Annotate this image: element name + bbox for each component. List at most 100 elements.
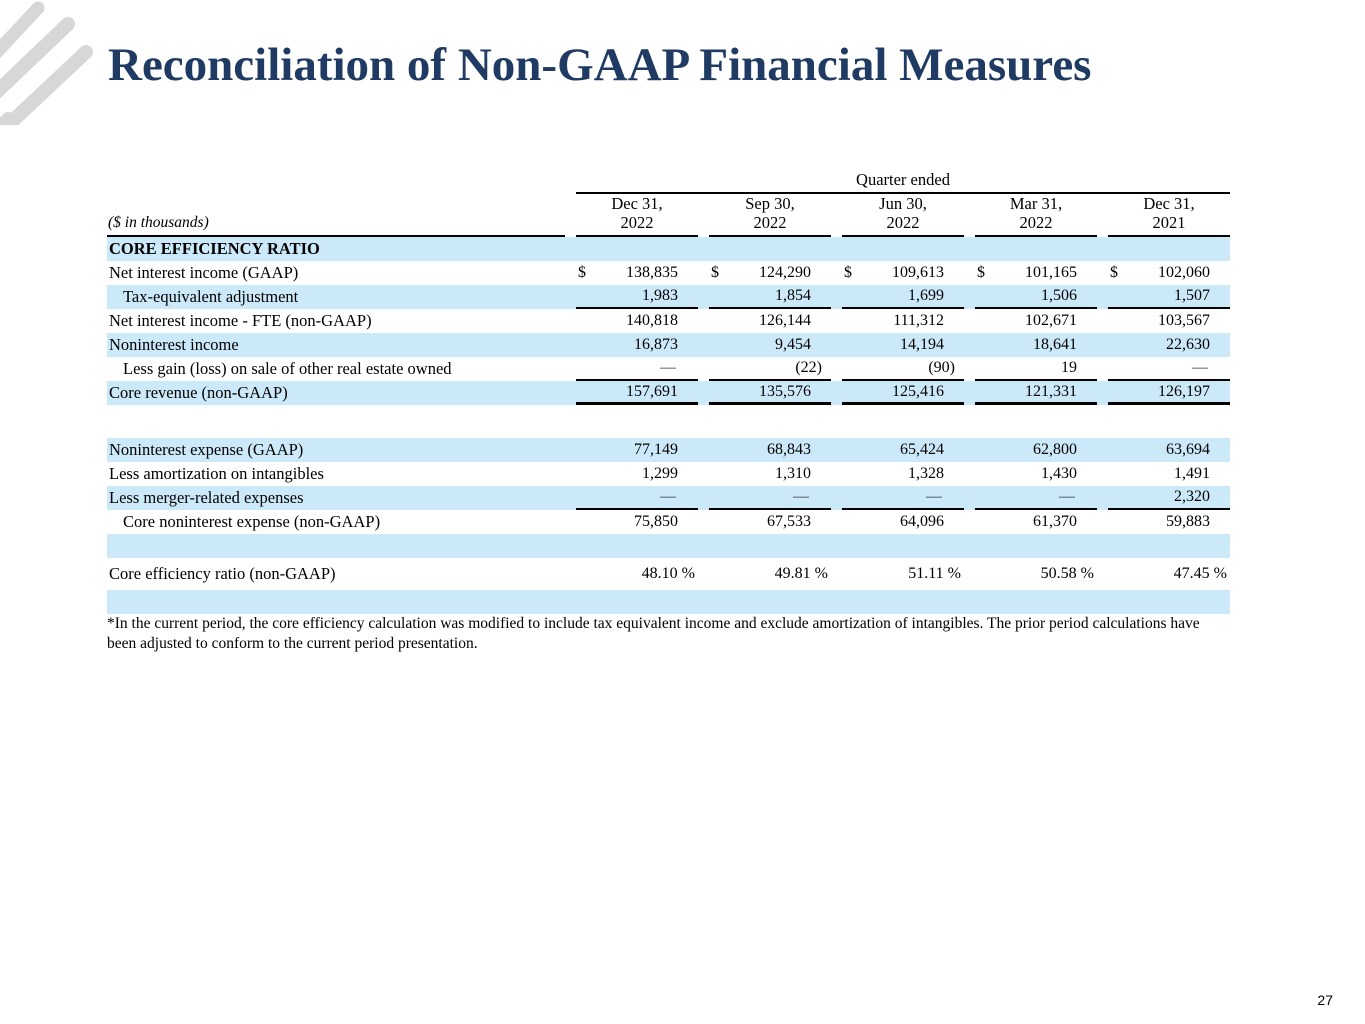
reconciliation-table: Quarter ended ($ in thousands) Dec 31, 20… (107, 170, 1230, 614)
value-cell: $102,060 (1108, 261, 1230, 285)
cell-value: 1,854 (775, 287, 811, 304)
column-header: Dec 31, 2022 (576, 193, 698, 237)
cell-value: 126,197 (1158, 382, 1210, 400)
value-cell: — (975, 486, 1097, 510)
value-cell: 68,843 (709, 438, 831, 462)
cell-value: 50.58 % (1040, 565, 1094, 582)
cell-value: — (926, 488, 942, 505)
column-header-line: 2022 (620, 213, 654, 232)
column-header-line: 2021 (1152, 213, 1186, 232)
cell-value: 64,096 (900, 513, 944, 530)
table-row: Core revenue (non-GAAP) 157,691 135,576 125… (107, 381, 1230, 405)
column-header-line: Jun 30, (879, 194, 927, 213)
cell-value: 68,843 (767, 441, 811, 458)
value-cell: $101,165 (975, 261, 1097, 285)
value-cell: 19 (975, 357, 1097, 381)
cell-value: 77,149 (634, 441, 678, 458)
cell-value: 126,144 (759, 312, 811, 329)
row-label: CORE EFFICIENCY RATIO (109, 239, 320, 258)
value-cell: 140,818 (576, 309, 698, 333)
footnote: *In the current period, the core efficie… (107, 615, 1200, 652)
value-cell: 51.11 % (842, 558, 964, 590)
company-logo-stripes-icon (0, 1, 93, 125)
cell-value: 67,533 (767, 513, 811, 530)
value-cell: 1,328 (842, 462, 964, 486)
cell-value: — (1192, 359, 1208, 376)
value-cell: — (576, 486, 698, 510)
value-cell: 63,694 (1108, 438, 1230, 462)
row-label: Core efficiency ratio (non-GAAP) (109, 564, 336, 583)
value-cell: 67,533 (709, 510, 831, 534)
column-header-line: Dec 31, (1143, 194, 1195, 213)
column-header-line: Dec 31, (611, 194, 663, 213)
row-label: Net interest income - FTE (non-GAAP) (109, 311, 372, 330)
cell-value: 1,983 (642, 287, 678, 304)
value-cell: — (709, 486, 831, 510)
value-cell: 18,641 (975, 333, 1097, 357)
cell-value: 101,165 (1025, 264, 1077, 281)
dollar-sign: $ (977, 264, 985, 281)
column-header-row: ($ in thousands) Dec 31, 2022 Sep 30, 2022 J… (107, 193, 1230, 237)
cell-value: — (660, 488, 676, 505)
cell-value: 124,290 (759, 264, 811, 281)
value-cell: 48.10 % (576, 558, 698, 590)
column-header-line: Mar 31, (1009, 194, 1063, 213)
value-cell: — (576, 357, 698, 381)
table-spacer-row (107, 405, 1230, 438)
dollar-sign: $ (844, 264, 852, 281)
row-label: Less amortization on intangibles (109, 464, 324, 483)
value-cell: 16,873 (576, 333, 698, 357)
cell-value: (22) (795, 359, 822, 376)
value-cell: 1,507 (1108, 285, 1230, 309)
value-cell: 61,370 (975, 510, 1097, 534)
cell-value: 75,850 (634, 513, 678, 530)
dollar-sign: $ (711, 264, 719, 281)
value-cell: 125,416 (842, 381, 964, 405)
dollar-sign: $ (1110, 264, 1118, 281)
quarter-ended-row: Quarter ended (107, 170, 1230, 194)
column-header-line: 2022 (753, 213, 787, 232)
row-label: Tax-equivalent adjustment (123, 287, 299, 306)
cell-value: 47.45 % (1173, 565, 1227, 582)
value-cell: 50.58 % (975, 558, 1097, 590)
value-cell: 77,149 (576, 438, 698, 462)
table-row: Core noninterest expense (non-GAAP) 75,85… (107, 510, 1230, 534)
table-body: CORE EFFICIENCY RATIO Net interest income… (107, 237, 1230, 614)
value-cell: $109,613 (842, 261, 964, 285)
column-header-line: Sep 30, (745, 194, 795, 213)
row-label: Noninterest income (109, 335, 239, 354)
row-label: Noninterest expense (GAAP) (109, 440, 304, 459)
cell-value: 1,328 (908, 465, 944, 482)
cell-value: 140,818 (626, 312, 678, 329)
table-row: Less gain (loss) on sale of other real e… (107, 357, 1230, 381)
value-cell: 75,850 (576, 510, 698, 534)
cell-value: 135,576 (759, 382, 811, 400)
value-cell: 157,691 (576, 381, 698, 405)
page-number: 27 (1317, 992, 1333, 1008)
page-title: Reconciliation of Non-GAAP Financial Mea… (108, 39, 1092, 91)
value-cell: 1,983 (576, 285, 698, 309)
units-label: ($ in thousands) (107, 193, 565, 237)
table-row: Noninterest expense (GAAP) 77,149 68,843 65… (107, 438, 1230, 462)
cell-value: 62,800 (1033, 441, 1077, 458)
value-cell: 1,299 (576, 462, 698, 486)
value-cell: 121,331 (975, 381, 1097, 405)
row-label: Core revenue (non-GAAP) (109, 383, 288, 402)
table-section-row: CORE EFFICIENCY RATIO (107, 237, 1230, 261)
table-row: Less merger-related expenses — — — — 2,320 (107, 486, 1230, 510)
column-header-line: 2022 (886, 213, 920, 232)
cell-value: 1,310 (775, 465, 811, 482)
value-cell: 135,576 (709, 381, 831, 405)
table-row: Core efficiency ratio (non-GAAP) 48.10 % 4… (107, 558, 1230, 590)
cell-value: 16,873 (634, 336, 678, 353)
cell-value: 138,835 (626, 264, 678, 281)
cell-value: 49.81 % (774, 565, 828, 582)
value-cell: 2,320 (1108, 486, 1230, 510)
cell-value: 14,194 (900, 336, 944, 353)
value-cell: 22,630 (1108, 333, 1230, 357)
value-cell: 103,567 (1108, 309, 1230, 333)
cell-value: 2,320 (1174, 488, 1210, 505)
cell-value: 1,299 (642, 465, 678, 482)
value-cell: $124,290 (709, 261, 831, 285)
cell-value: 121,331 (1025, 382, 1077, 400)
